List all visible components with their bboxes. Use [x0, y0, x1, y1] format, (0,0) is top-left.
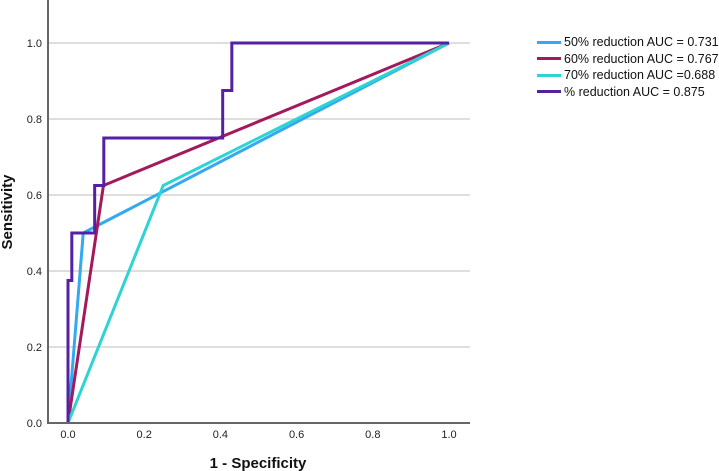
legend-swatch [537, 73, 561, 77]
y-axis-label: Sensitivity [0, 174, 16, 250]
legend-label: 60% reduction AUC = 0.767 [564, 51, 719, 66]
y-tick-label: 0.8 [27, 114, 42, 126]
y-tick-label: 1.0 [27, 38, 42, 50]
legend-label: 70% reduction AUC =0.688 [564, 68, 716, 83]
legend-swatch [537, 40, 561, 44]
x-tick-label: 0.6 [289, 429, 304, 441]
legend-item: 70% reduction AUC =0.688 [537, 67, 719, 84]
y-tick-label: 0.0 [27, 418, 42, 430]
gridlines [48, 42, 470, 348]
x-tick-label: 0.8 [365, 429, 380, 441]
y-tick-label: 0.4 [27, 266, 42, 278]
legend-label: % reduction AUC = 0.875 [564, 84, 705, 99]
tick-labels: 0.0 0.2 0.4 0.6 0.8 1.0 0.0 0.2 0.4 0.6 0.8 1.0 [27, 38, 457, 441]
legend-swatch [537, 57, 561, 61]
x-axis-label: 1 - Specificity [210, 455, 307, 471]
legend-item: % reduction AUC = 0.875 [537, 84, 719, 101]
series-line-3 [66, 41, 449, 423]
y-tick-label: 0.6 [27, 190, 42, 202]
series-line-0 [66, 41, 450, 424]
series-line-2 [66, 41, 450, 424]
legend-item: 60% reduction AUC = 0.767 [537, 51, 719, 68]
series-lines [66, 41, 450, 424]
legend: 50% reduction AUC = 0.731 60% reduction A… [537, 34, 719, 100]
y-tick-label: 0.2 [27, 342, 42, 354]
x-tick-label: 1.0 [441, 429, 456, 441]
legend-label: 50% reduction AUC = 0.731 [564, 35, 719, 50]
legend-swatch [537, 90, 561, 94]
series-line-1 [66, 41, 450, 424]
legend-item: 50% reduction AUC = 0.731 [537, 34, 719, 51]
x-tick-label: 0.0 [60, 429, 75, 441]
x-tick-label: 0.4 [213, 429, 228, 441]
x-tick-label: 0.2 [137, 429, 152, 441]
